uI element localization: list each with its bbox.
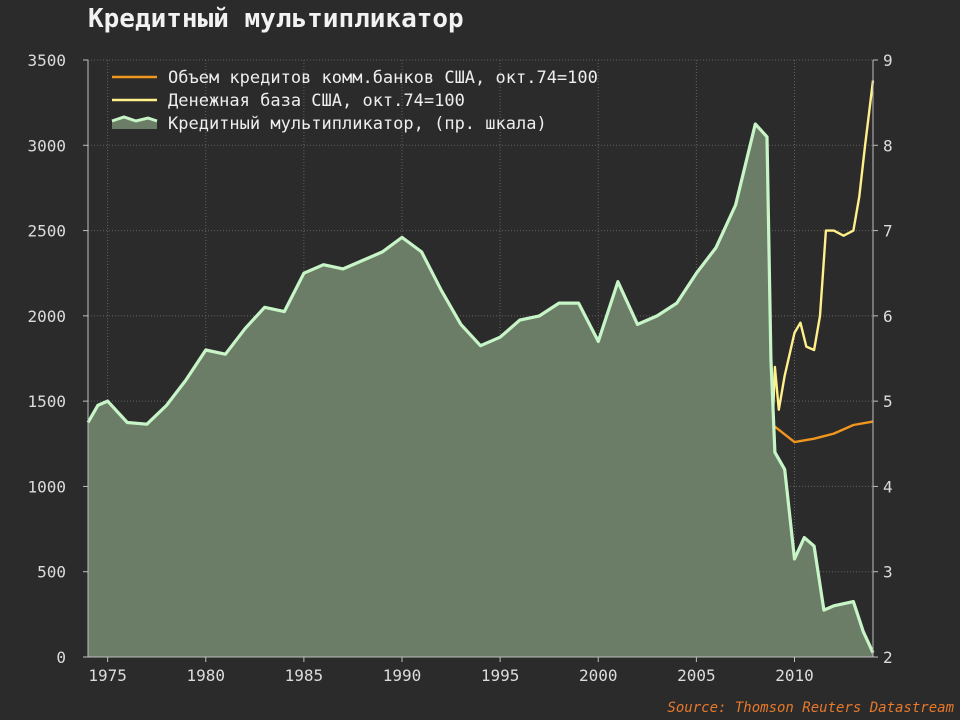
y-left-tick-label: 0 bbox=[56, 648, 66, 667]
y-right-tick-label: 4 bbox=[883, 477, 893, 496]
series-layer bbox=[86, 80, 875, 657]
y-right-tick-label: 5 bbox=[883, 392, 893, 411]
y-left-tick-label: 500 bbox=[37, 563, 66, 582]
y-left-tick-label: 3500 bbox=[27, 51, 66, 70]
y-left-tick-label: 1000 bbox=[27, 477, 66, 496]
x-tick-label: 1975 bbox=[88, 666, 127, 685]
x-tick-label: 1985 bbox=[285, 666, 324, 685]
legend-label: Кредитный мультипликатор, (пр. шкала) bbox=[168, 114, 547, 134]
legend-label: Денежная база США, окт.74=100 bbox=[168, 91, 465, 111]
legend-swatch-multiplier bbox=[111, 115, 158, 123]
source-note: Source: Thomson Reuters Datastream bbox=[667, 700, 954, 716]
x-tick-label: 1980 bbox=[186, 666, 225, 685]
chart-title: Кредитный мультипликатор bbox=[88, 4, 464, 34]
x-tick-label: 2010 bbox=[775, 666, 814, 685]
y-right-tick-label: 7 bbox=[883, 222, 893, 241]
x-tick-label: 2005 bbox=[677, 666, 716, 685]
y-left-tick-label: 3000 bbox=[27, 136, 66, 155]
legend-label: Объем кредитов комм.банков США, окт.74=1… bbox=[168, 68, 598, 88]
axes-layer: 0 500 1000 1500 2000 2500 3000 3500 2 3 4 5 6 7 8 9 1975… bbox=[27, 51, 892, 685]
x-tick-label: 1990 bbox=[383, 666, 422, 685]
y-right-tick-label: 8 bbox=[883, 136, 893, 155]
x-tick-label: 2000 bbox=[579, 666, 618, 685]
y-left-tick-label: 2500 bbox=[27, 222, 66, 241]
x-tick-label: 1995 bbox=[481, 666, 520, 685]
y-right-tick-label: 2 bbox=[883, 648, 893, 667]
y-left-tick-label: 2000 bbox=[27, 307, 66, 326]
legend: Объем кредитов комм.банков США, окт.74=1… bbox=[111, 68, 598, 134]
series-line-multiplier bbox=[86, 122, 875, 654]
y-right-tick-label: 9 bbox=[883, 51, 893, 70]
y-right-tick-label: 3 bbox=[883, 563, 893, 582]
y-left-tick-label: 1500 bbox=[27, 392, 66, 411]
y-right-tick-label: 6 bbox=[883, 307, 893, 326]
series-area-multiplier bbox=[88, 124, 873, 657]
